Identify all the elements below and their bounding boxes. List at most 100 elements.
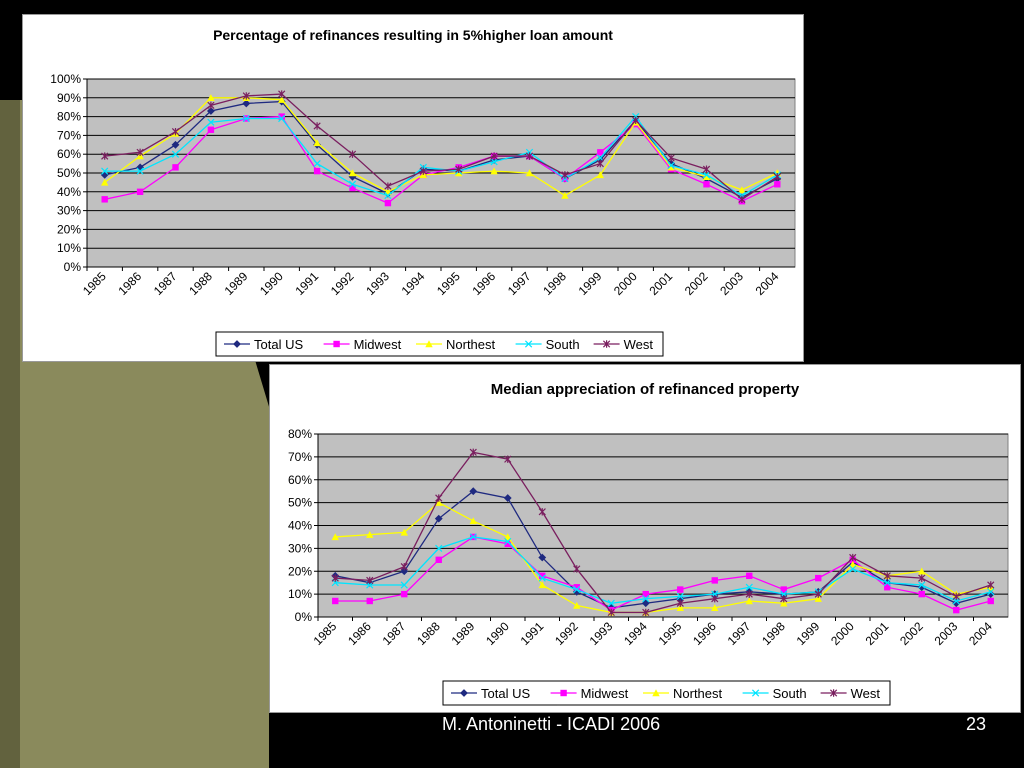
x-tick-label: 1990	[257, 269, 286, 298]
x-tick-label: 1994	[621, 619, 650, 648]
data-point-northest	[814, 595, 822, 602]
legend-item-northest: Northest	[416, 337, 496, 352]
data-point-west	[738, 195, 746, 204]
x-tick-label: 1991	[292, 269, 321, 298]
data-point-west	[136, 148, 144, 157]
x-tick-label: 1986	[115, 269, 144, 298]
legend-item-total-us: Total US	[451, 686, 530, 701]
data-point-midwest	[384, 199, 392, 207]
data-point-northest	[573, 601, 581, 609]
data-point-northest	[780, 599, 788, 607]
series-west	[331, 448, 995, 617]
footer-credit: M. Antoninetti - ICADI 2006	[442, 714, 661, 734]
legend-item-west: West	[820, 686, 880, 701]
legend-label: Northest	[673, 686, 723, 701]
data-point-midwest	[815, 574, 822, 582]
data-point-west	[745, 590, 753, 598]
data-point-west	[773, 173, 781, 181]
legend-marker	[602, 340, 611, 348]
x-tick-label: 1995	[656, 619, 685, 648]
legend-marker	[652, 689, 660, 697]
data-point-south	[573, 585, 581, 594]
legend-label: Midwest	[581, 686, 629, 701]
data-point-south	[384, 191, 392, 200]
x-tick-label: 2001	[863, 619, 892, 648]
legend-marker	[751, 689, 760, 697]
chart-title: Median appreciation of refinanced proper…	[491, 381, 800, 398]
data-point-midwest	[953, 606, 960, 614]
data-point-total-us	[434, 514, 443, 523]
legend-item-west: West	[593, 337, 653, 352]
x-tick-label: 2002	[897, 619, 926, 648]
olive-background-edge	[0, 100, 20, 768]
data-point-south	[987, 588, 995, 596]
data-point-west	[313, 122, 321, 130]
data-point-midwest	[573, 584, 580, 591]
data-point-south	[642, 595, 650, 603]
data-point-west	[780, 595, 788, 603]
legend-marker	[425, 340, 433, 348]
legend-label: Northest	[446, 337, 496, 352]
data-point-west	[278, 90, 286, 98]
legend-label: South	[773, 686, 807, 701]
data-point-west	[987, 581, 995, 589]
data-point-total-us	[641, 599, 650, 608]
data-point-midwest	[987, 597, 994, 605]
series-line-south	[335, 536, 991, 604]
series-south	[331, 533, 995, 607]
x-tick-label: 2003	[717, 269, 746, 298]
x-tick-label: 1998	[759, 619, 788, 648]
data-point-midwest	[366, 597, 373, 605]
data-point-northest	[738, 186, 746, 194]
data-point-northest	[435, 498, 443, 506]
series-line-west	[335, 451, 991, 614]
data-point-west	[883, 572, 891, 580]
data-point-west	[435, 494, 443, 502]
x-tick-label: 1997	[505, 269, 534, 298]
chart-appreciation: Median appreciation of refinanced proper…	[288, 381, 1009, 706]
data-point-west	[573, 565, 581, 573]
x-tick-label: 1996	[469, 269, 498, 298]
data-point-midwest	[349, 184, 356, 192]
x-tick-label: 1989	[449, 619, 478, 648]
x-tick-label: 1998	[540, 269, 569, 298]
series-line-midwest	[335, 536, 991, 611]
x-tick-label: 1993	[587, 619, 616, 648]
data-point-midwest	[332, 597, 339, 605]
data-point-west	[469, 448, 477, 456]
data-point-south	[101, 167, 109, 175]
data-point-west	[384, 182, 392, 190]
series-line-northest	[104, 97, 778, 197]
data-point-northest	[745, 597, 753, 605]
data-point-midwest	[504, 540, 511, 547]
legend-marker	[233, 340, 241, 348]
y-tick-label: 0%	[295, 610, 313, 624]
data-point-midwest	[136, 188, 144, 195]
data-point-midwest	[401, 590, 408, 598]
legend-item-northest: Northest	[643, 686, 723, 701]
data-point-south	[435, 544, 443, 552]
data-point-west	[676, 599, 684, 607]
y-tick-label: 10%	[288, 587, 312, 601]
data-point-midwest	[746, 572, 753, 580]
data-point-northest	[596, 171, 604, 179]
legend-item-total-us: Total US	[224, 337, 303, 352]
data-point-south	[400, 581, 408, 589]
data-point-south	[313, 159, 321, 168]
x-tick-label: 1997	[725, 619, 754, 648]
data-point-midwest	[539, 572, 546, 580]
x-tick-label: 1991	[518, 619, 547, 648]
data-point-west	[171, 127, 180, 136]
data-point-total-us	[469, 487, 478, 496]
data-point-northest	[366, 530, 374, 538]
y-tick-label: 70%	[288, 450, 312, 464]
data-point-west	[702, 165, 711, 173]
y-tick-label: 0%	[64, 260, 82, 274]
data-point-south	[538, 574, 546, 582]
data-point-total-us	[503, 494, 512, 502]
data-point-northest	[561, 191, 569, 199]
legend-marker	[460, 689, 468, 697]
y-tick-label: 70%	[57, 128, 81, 142]
data-point-midwest	[884, 584, 891, 591]
y-tick-label: 10%	[57, 241, 81, 255]
